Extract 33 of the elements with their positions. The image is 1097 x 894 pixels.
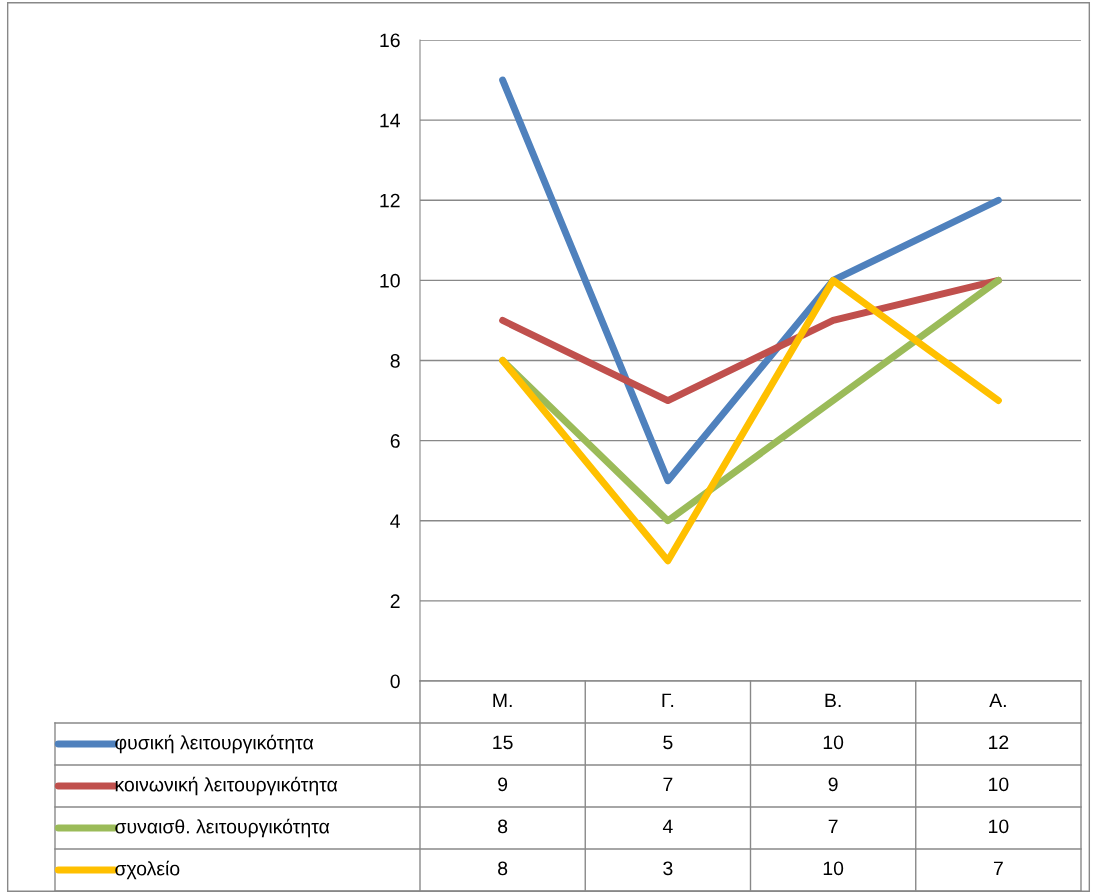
y-tick-label: 14 — [380, 113, 400, 128]
y-tick-label: 4 — [390, 514, 400, 528]
data-label: 9 — [828, 777, 838, 792]
data-label: 8 — [498, 819, 508, 834]
data-label: 4 — [662, 819, 673, 834]
x-tick-label: Β. — [825, 693, 841, 708]
data-label: 10 — [989, 777, 1009, 792]
data-label: 9 — [498, 777, 508, 792]
data-label: 10 — [823, 735, 844, 750]
y-tick-label: 8 — [390, 353, 400, 368]
data-label: 7 — [993, 861, 1003, 876]
y-tick-label: 6 — [390, 434, 400, 448]
legend-label: φυσική λειτουργικότητα — [115, 734, 314, 754]
data-label: 12 — [989, 735, 1009, 750]
y-tick-label: 2 — [390, 594, 400, 608]
data-label: 10 — [823, 861, 844, 876]
y-tick-label: 16 — [380, 33, 400, 48]
data-label: 3 — [663, 861, 673, 876]
data-label: 8 — [498, 861, 508, 876]
legend-label: σχολείο — [115, 860, 180, 880]
data-label: 7 — [663, 777, 673, 792]
data-label: 15 — [493, 735, 513, 750]
y-tick-label: 0 — [390, 674, 400, 689]
legend-label: κοινωνική λειτουργικότητα — [115, 776, 338, 796]
data-label: 5 — [663, 735, 673, 750]
data-label: 10 — [989, 819, 1009, 834]
y-tick-label: 12 — [380, 193, 400, 208]
y-tick-label: 10 — [380, 273, 400, 288]
data-label: 7 — [828, 819, 838, 834]
x-tick-label: Μ. — [493, 693, 512, 708]
legend-label: συναισθ. λειτουργικότητα — [115, 818, 330, 838]
x-tick-label: Α. — [989, 693, 1006, 708]
x-tick-label: Γ. — [662, 693, 674, 708]
